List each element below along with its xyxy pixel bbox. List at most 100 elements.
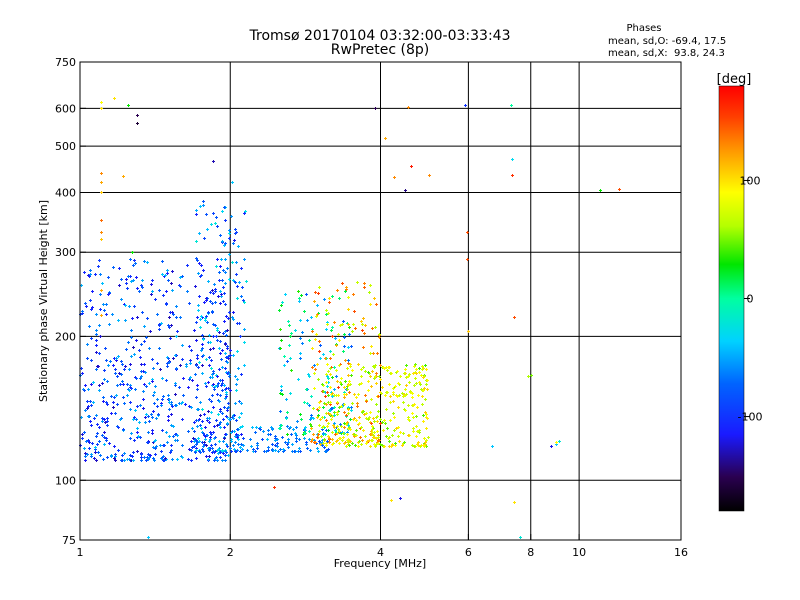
data-point [224, 271, 227, 274]
data-point [151, 279, 154, 282]
data-point [362, 429, 365, 432]
data-point [329, 357, 332, 360]
data-point [168, 326, 171, 329]
data-point [252, 448, 255, 451]
data-point [154, 439, 157, 442]
data-point [371, 439, 374, 442]
data-point [343, 422, 346, 425]
data-point [233, 414, 236, 417]
data-point [194, 451, 197, 454]
data-point [145, 459, 148, 462]
data-point [106, 420, 109, 423]
data-point [345, 414, 348, 417]
data-point [144, 416, 147, 419]
data-point [211, 394, 214, 397]
data-point [337, 333, 340, 336]
data-point [307, 373, 310, 376]
data-point [196, 425, 199, 428]
data-point [213, 283, 216, 286]
data-point [388, 440, 391, 443]
data-point [176, 458, 179, 461]
data-point [332, 424, 335, 427]
data-point [95, 414, 98, 417]
data-point [199, 414, 202, 417]
chart-subtitle: RwPretec (8p) [331, 42, 429, 58]
data-point [328, 437, 331, 440]
data-point [287, 320, 290, 323]
data-point [320, 435, 323, 438]
data-point [145, 413, 148, 416]
data-point [243, 258, 246, 261]
data-point [265, 450, 268, 453]
data-point [218, 440, 221, 443]
data-point [352, 293, 355, 296]
data-point [426, 417, 429, 420]
data-point [88, 447, 91, 450]
data-point [163, 444, 166, 447]
data-point [199, 318, 202, 321]
data-point [199, 424, 202, 427]
data-point [214, 222, 217, 225]
data-point [212, 383, 215, 386]
data-point [303, 310, 306, 313]
data-point [342, 436, 345, 439]
data-point [367, 371, 370, 374]
data-point [407, 416, 410, 419]
data-point [230, 450, 233, 453]
data-point [331, 392, 334, 395]
data-point [206, 228, 209, 231]
data-point [301, 342, 304, 345]
data-point [327, 412, 330, 415]
data-point [300, 294, 303, 297]
data-point [372, 417, 375, 420]
data-point [81, 310, 84, 313]
data-point [360, 382, 363, 385]
x-tick-label: 4 [377, 546, 384, 559]
data-point [234, 435, 237, 438]
data-point [311, 438, 314, 441]
data-point [229, 389, 232, 392]
data-point [343, 403, 346, 406]
data-point [316, 447, 319, 450]
data-point [367, 418, 370, 421]
data-point [213, 425, 216, 428]
data-point [224, 397, 227, 400]
data-point [162, 459, 165, 462]
data-point [233, 430, 236, 433]
data-point [219, 265, 222, 268]
data-point [417, 394, 420, 397]
data-point [117, 319, 120, 322]
data-point [167, 279, 170, 282]
data-point [358, 416, 361, 419]
data-point [221, 412, 224, 415]
data-point [347, 359, 350, 362]
data-point [401, 392, 404, 395]
data-point [216, 459, 219, 462]
data-point [426, 379, 429, 382]
x-tick-label: 16 [674, 546, 688, 559]
data-point [325, 373, 328, 376]
data-point [219, 456, 222, 459]
data-point [88, 441, 91, 444]
data-point [375, 443, 378, 446]
data-point [218, 400, 221, 403]
data-point [333, 426, 336, 429]
data-point [197, 437, 200, 440]
data-points [79, 97, 621, 539]
colorbar-ticks: 100 0 -100 [738, 174, 763, 423]
data-point [277, 450, 280, 453]
data-point [225, 356, 228, 359]
data-point [103, 418, 106, 421]
data-point [424, 411, 427, 414]
data-point [205, 385, 208, 388]
data-point [214, 301, 217, 304]
data-point [201, 408, 204, 411]
colorbar [718, 85, 745, 512]
colorbar-label: [deg] [717, 72, 752, 87]
data-point [425, 383, 428, 386]
data-point [327, 370, 330, 373]
data-point [292, 428, 295, 431]
data-point [165, 379, 168, 382]
data-point [198, 440, 201, 443]
data-point [491, 445, 494, 448]
